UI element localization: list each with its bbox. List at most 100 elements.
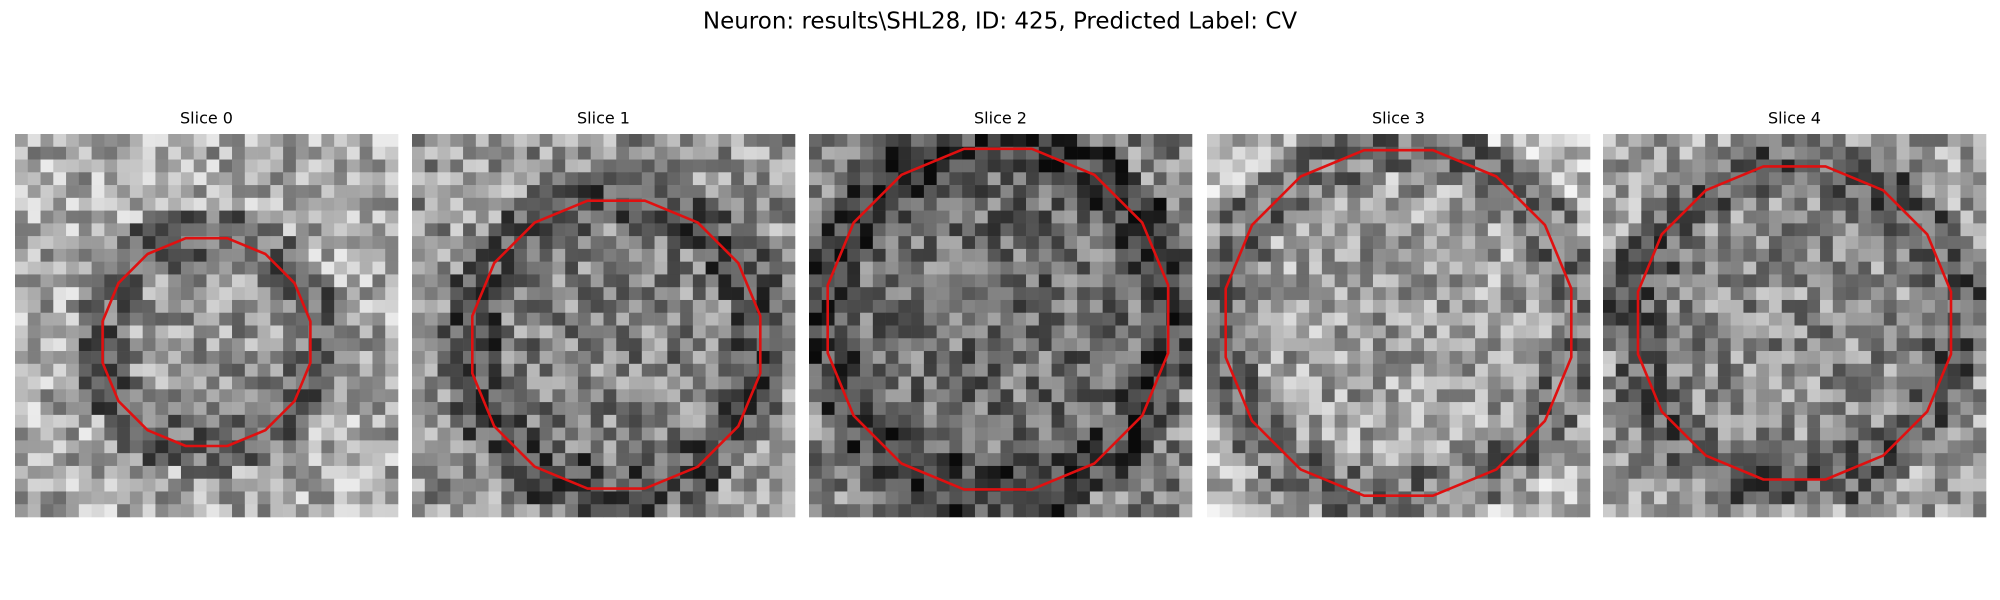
pixel (923, 146, 937, 160)
pixel (1309, 427, 1323, 441)
pixel (1283, 363, 1297, 377)
pixel (129, 402, 143, 416)
pixel (1615, 134, 1629, 148)
pixel (1513, 210, 1527, 224)
pixel (1960, 363, 1974, 377)
pixel (1398, 440, 1412, 454)
pixel (1232, 287, 1246, 301)
pixel (1781, 363, 1795, 377)
pixel (1832, 402, 1846, 416)
pixel (1538, 146, 1552, 160)
pixel (1270, 427, 1284, 441)
pixel (923, 299, 937, 314)
pixel (1166, 146, 1180, 160)
pixel (1038, 261, 1052, 275)
pixel (15, 197, 29, 211)
pixel (1321, 504, 1335, 518)
pixel (385, 427, 399, 441)
pixel (552, 236, 566, 250)
pixel (1934, 312, 1948, 326)
pixel (1140, 504, 1154, 518)
pixel (53, 453, 67, 467)
pixel (860, 159, 874, 173)
pixel (1513, 491, 1527, 505)
pixel (782, 338, 796, 352)
pixel (1398, 504, 1412, 518)
pixel (962, 197, 976, 211)
pixel (334, 504, 348, 518)
pixel (206, 312, 220, 326)
pixel (1051, 197, 1065, 211)
pixel (1896, 491, 1910, 505)
pixel (1705, 389, 1719, 403)
pixel (680, 146, 694, 160)
pixel (641, 287, 655, 301)
pixel (244, 325, 258, 339)
pixel (1705, 299, 1719, 314)
pixel (193, 351, 207, 365)
pixel (1207, 223, 1221, 237)
pixel (1321, 363, 1335, 377)
pixel (257, 376, 271, 390)
pixel (168, 465, 182, 479)
pixel (1207, 134, 1221, 148)
pixel (53, 414, 67, 428)
pixel (27, 261, 41, 275)
pixel (769, 351, 783, 365)
pixel (1871, 261, 1885, 275)
pixel (1232, 274, 1246, 288)
pixel (1064, 197, 1078, 211)
pixel (1564, 236, 1578, 250)
pixel (1756, 414, 1770, 428)
pixel (705, 427, 719, 441)
pixel (1334, 248, 1348, 262)
pixel (412, 236, 426, 250)
pixel (847, 453, 861, 467)
pixel (1832, 363, 1846, 377)
pixel (1334, 325, 1348, 339)
pixel (193, 210, 207, 224)
pixel (66, 414, 80, 428)
pixel (1077, 197, 1091, 211)
pixel (1538, 210, 1552, 224)
pixel (949, 414, 963, 428)
pixel (718, 261, 732, 275)
pixel (1538, 299, 1552, 314)
pixel (463, 402, 477, 416)
pixel (834, 287, 848, 301)
pixel (1179, 504, 1193, 518)
pixel (1858, 363, 1872, 377)
pixel (463, 185, 477, 199)
pixel (1973, 414, 1987, 428)
pixel (372, 236, 386, 250)
pixel (987, 440, 1001, 454)
pixel (1283, 197, 1297, 211)
pixel (1347, 478, 1361, 492)
pixel (1743, 363, 1757, 377)
pixel (1013, 299, 1027, 314)
pixel (1270, 146, 1284, 160)
pixel (1424, 299, 1438, 314)
pixel (385, 236, 399, 250)
pixel (641, 376, 655, 390)
pixel (1219, 504, 1233, 518)
pixel (180, 427, 195, 441)
pixel (1115, 134, 1129, 148)
pixel (1475, 236, 1489, 250)
pixel (385, 389, 399, 403)
pixel (91, 465, 105, 479)
pixel (769, 223, 783, 237)
pixel (1564, 440, 1578, 454)
pixel (590, 146, 604, 160)
pixel (232, 248, 246, 262)
pixel (1934, 172, 1948, 186)
pixel (885, 504, 899, 518)
pixel (1960, 210, 1974, 224)
pixel (1296, 159, 1310, 173)
pixel (1922, 312, 1936, 326)
pixel (577, 159, 592, 173)
pixel (1883, 312, 1897, 326)
pixel (847, 287, 861, 301)
pixel (501, 504, 515, 518)
pixel (1449, 504, 1463, 518)
